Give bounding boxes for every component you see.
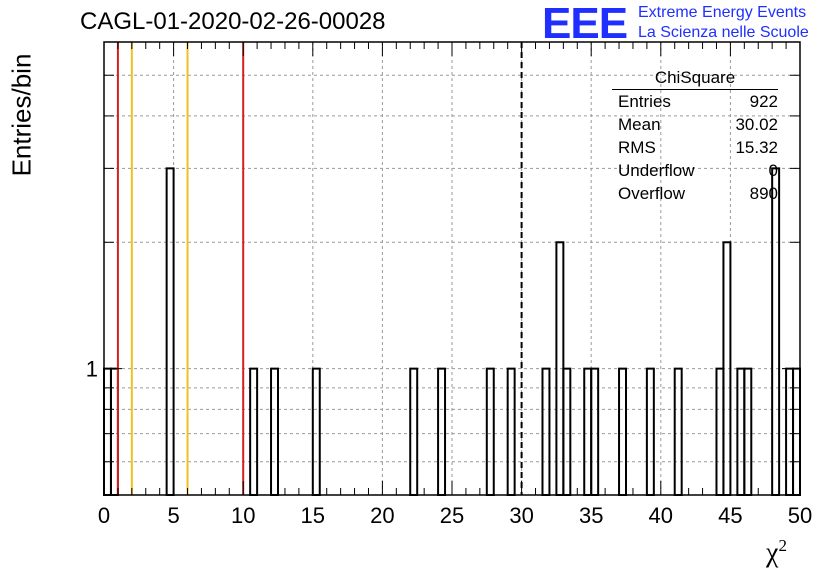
tick-labels: 0 5 10 15 20 25 30 35 40 45 50 1 [86, 357, 812, 528]
x-tick-label: 5 [167, 503, 179, 528]
x-axis-label-exponent: 2 [778, 536, 787, 555]
y-tick-label: 1 [86, 357, 98, 382]
stats-value: 922 [749, 92, 778, 111]
stats-row-entries: Entries 922 [608, 92, 778, 115]
x-tick-label: 35 [579, 503, 603, 528]
stats-value: 30.02 [735, 115, 778, 134]
y-axis-label: Entries/bin [6, 53, 37, 177]
histogram-bar [165, 167, 175, 497]
x-tick-label: 25 [440, 503, 464, 528]
reference-lines [116, 42, 523, 495]
stats-label: Entries [618, 92, 671, 111]
x-tick-label: 45 [718, 503, 742, 528]
logo-line-1: Extreme Energy Events [638, 4, 807, 21]
logo-mark: EEE [542, 0, 628, 48]
x-tick-label: 15 [301, 503, 325, 528]
stats-label: Underflow [618, 161, 695, 180]
x-tick-label: 0 [98, 503, 110, 528]
stats-row-rms: RMS 15.32 [608, 138, 778, 161]
stats-value: 890 [749, 184, 778, 203]
stats-header: ChiSquare [612, 68, 778, 90]
y-axis-label-box: Entries/bin [2, 40, 42, 190]
x-axis-label-base: χ [766, 537, 779, 569]
stats-label: RMS [618, 138, 656, 157]
x-tick-label: 50 [788, 503, 812, 528]
stats-label: Overflow [618, 184, 686, 203]
histogram-bar [771, 167, 781, 497]
stats-value: 15.32 [735, 138, 778, 157]
x-axis-label: χ2 [766, 536, 787, 569]
stats-box: ChiSquare Entries 922 Mean 30.02 RMS 15.… [608, 68, 778, 207]
stats-label: Mean [618, 115, 661, 134]
grid [104, 42, 800, 495]
logo-line-2: La Scienza nelle Scuole [638, 24, 809, 41]
stats-row-mean: Mean 30.02 [608, 115, 778, 138]
stats-row-underflow: Underflow 0 [608, 161, 778, 184]
stats-row-overflow: Overflow 890 [608, 184, 778, 207]
axis-ticks [103, 42, 801, 495]
stats-value: 0 [768, 161, 778, 180]
x-tick-label: 40 [649, 503, 673, 528]
x-tick-label: 20 [370, 503, 394, 528]
x-tick-label: 10 [231, 503, 255, 528]
x-tick-label: 30 [509, 503, 533, 528]
chart-title: CAGL-01-2020-02-26-00028 [80, 8, 386, 35]
